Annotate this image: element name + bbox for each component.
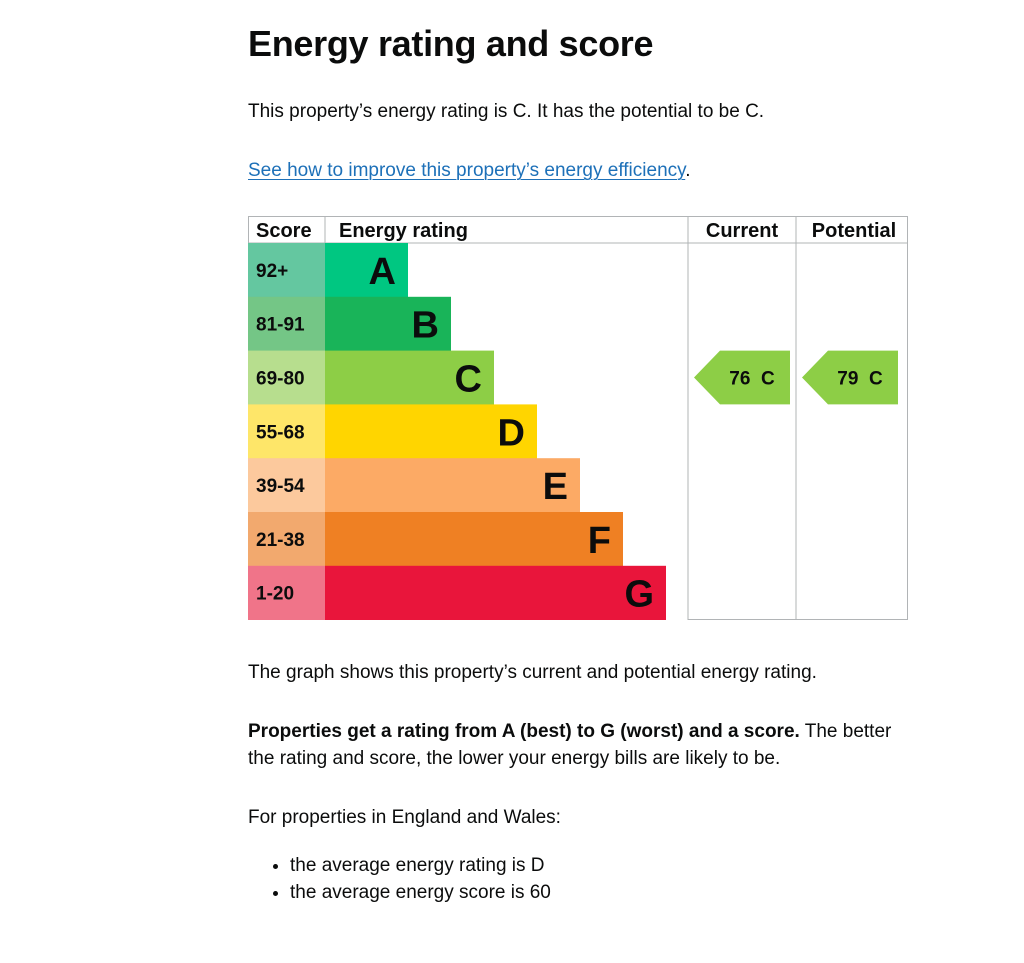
current-rating-arrow <box>694 350 790 405</box>
score-range-b: 81-91 <box>256 315 305 336</box>
rating-letter-c: C <box>455 359 482 401</box>
rating-letter-g: G <box>624 574 654 616</box>
rating-bar-b <box>325 296 451 352</box>
score-range-a: 92+ <box>256 261 288 282</box>
score-cell-a <box>248 243 325 298</box>
header-energy-rating: Energy rating <box>339 220 468 242</box>
rating-letter-e: E <box>543 466 568 508</box>
score-range-g: 1-20 <box>256 584 294 605</box>
header-score: Score <box>256 220 312 242</box>
potential-rating-arrow <box>802 350 898 405</box>
rating-bar-a <box>325 243 408 298</box>
rating-bar-f <box>325 512 623 567</box>
score-cell-d <box>248 404 325 459</box>
improve-link-suffix: . <box>685 160 691 181</box>
rating-letter-a: A <box>369 251 396 293</box>
list-item: the average energy score is 60 <box>290 879 551 906</box>
rating-bar-g <box>325 565 666 620</box>
score-range-f: 21-38 <box>256 530 305 551</box>
rating-letter-b: B <box>412 305 439 347</box>
score-range-c: 69-80 <box>256 369 305 390</box>
score-cell-b <box>248 296 325 352</box>
page-title: Energy rating and score <box>248 23 654 64</box>
score-cell-f <box>248 512 325 567</box>
potential-rating-label: 79 C <box>837 369 883 390</box>
score-cell-e <box>248 458 325 513</box>
averages-list: the average energy rating is D the avera… <box>248 852 551 906</box>
england-wales-text: For properties in England and Wales: <box>248 807 561 828</box>
ratings-explanation-line1: Properties get a rating from A (best) to… <box>248 718 891 745</box>
ratings-explanation-line2: the rating and score, the lower your ene… <box>248 748 781 769</box>
improve-efficiency-link[interactable]: See how to improve this property’s energ… <box>248 160 686 181</box>
score-cell-c <box>248 350 325 405</box>
improve-paragraph: See how to improve this property’s energ… <box>248 157 691 184</box>
epc-svg: Score Energy rating Current Potential 92+ A 81… <box>248 216 908 620</box>
score-cell-g <box>248 565 325 620</box>
rating-letter-d: D <box>498 412 525 454</box>
score-range-e: 39-54 <box>256 476 305 497</box>
header-current: Current <box>706 220 779 242</box>
rating-bar-e <box>325 458 580 513</box>
current-rating-label: 76 C <box>729 369 775 390</box>
rating-bar-c <box>325 350 494 405</box>
ratings-bold-text: Properties get a rating from A (best) to… <box>248 721 800 742</box>
intro-text: This property’s energy rating is C. It h… <box>248 101 765 122</box>
score-range-d: 55-68 <box>256 422 305 443</box>
rating-bar-d <box>325 404 537 459</box>
ratings-rest-text: The better <box>804 721 892 742</box>
header-potential: Potential <box>812 220 896 242</box>
graph-caption: The graph shows this property’s current … <box>248 662 817 683</box>
rating-letter-f: F <box>588 520 611 562</box>
list-item: the average energy rating is D <box>290 852 551 879</box>
energy-rating-graph: Score Energy rating Current Potential 92+ A 81… <box>248 216 908 620</box>
